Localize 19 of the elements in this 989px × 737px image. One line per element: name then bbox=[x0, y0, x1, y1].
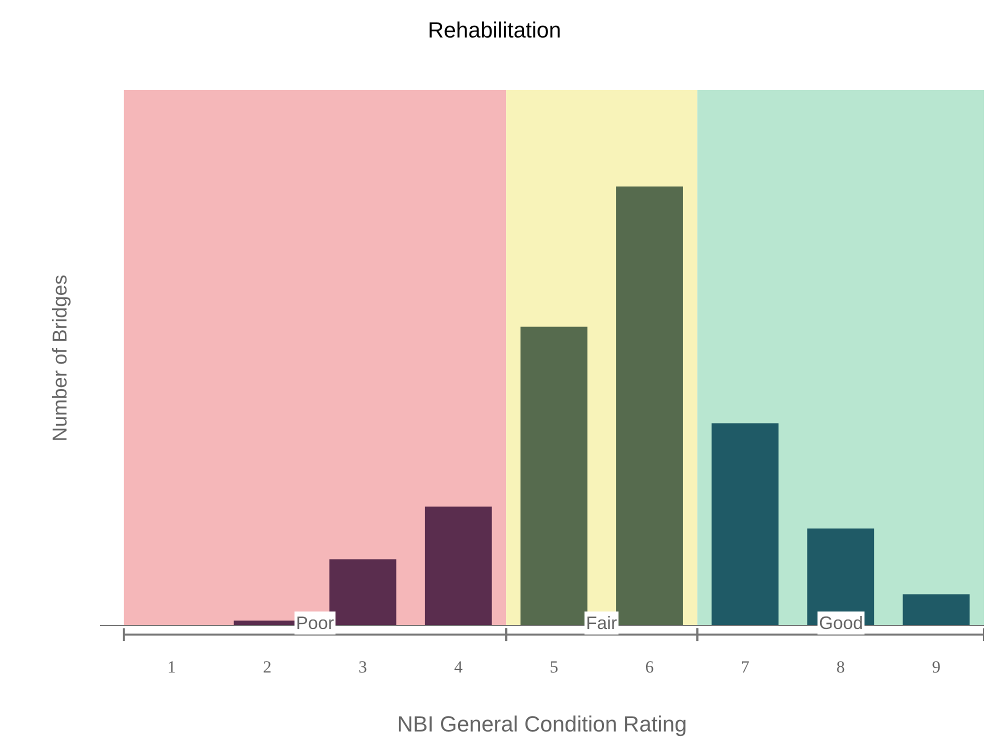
chart-title: Rehabilitation bbox=[428, 18, 562, 43]
x-tick-label: 2 bbox=[262, 657, 272, 676]
bar bbox=[902, 594, 970, 625]
x-tick-label: 8 bbox=[836, 657, 845, 676]
band-label: Poor bbox=[296, 613, 334, 633]
x-tick-label: 5 bbox=[550, 657, 558, 676]
band-label: Fair bbox=[586, 613, 618, 633]
bar bbox=[712, 423, 779, 625]
x-axis-title: NBI General Condition Rating bbox=[397, 711, 687, 736]
band-label: Good bbox=[819, 613, 864, 633]
x-tick-label: 3 bbox=[358, 657, 368, 676]
x-tick-label: 7 bbox=[740, 657, 750, 676]
x-tick-label: 9 bbox=[932, 657, 940, 676]
bar bbox=[424, 506, 492, 625]
x-tick-label: 6 bbox=[645, 657, 654, 676]
bar bbox=[520, 326, 588, 625]
x-tick-label: 4 bbox=[454, 657, 464, 676]
y-axis-title: Number of Bridges bbox=[49, 274, 72, 442]
x-tick-label: 1 bbox=[167, 657, 176, 676]
